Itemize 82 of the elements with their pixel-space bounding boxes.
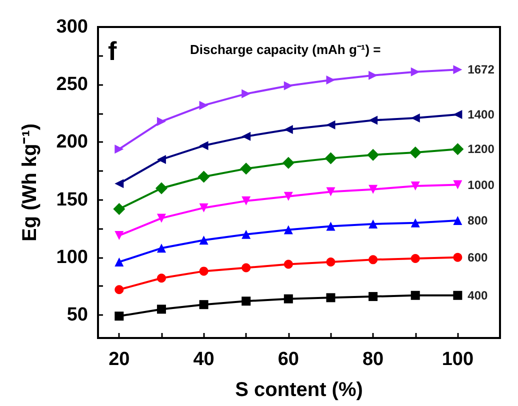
point [198,170,210,183]
x-tick-label: 80 [362,349,384,370]
y-tick-label: 300 [56,16,88,38]
point [368,184,378,194]
point [326,120,336,130]
point [113,202,126,215]
point [453,110,462,120]
point [199,266,208,276]
point [410,290,420,300]
point [367,148,380,161]
y-axis-title: Eg (Wh kg⁻¹) [19,123,41,242]
y-tick-label: 200 [56,132,88,153]
point [453,252,462,262]
point [240,162,252,175]
annotation: f [108,36,117,66]
point [453,65,462,74]
point [114,257,124,266]
point [453,180,462,190]
point [242,89,251,98]
series-label: 1400 [468,108,495,122]
y-tick-label: 150 [56,189,88,210]
point [326,257,336,266]
point [284,81,293,90]
point [410,218,420,228]
point [284,260,293,269]
point [242,196,251,206]
point [242,132,251,141]
series-label: 1200 [468,142,495,156]
point [114,312,124,321]
point [199,141,208,150]
series-label: 600 [468,250,488,264]
point [284,225,293,234]
x-tick-label: 40 [193,349,214,370]
point [368,255,378,264]
series-label: 800 [468,214,488,228]
point [156,154,166,164]
annotation: Discharge capacity (mAh g⁻¹) = [190,42,382,57]
y-tick-label: 250 [56,74,88,96]
y-tick-label: 100 [56,246,88,268]
point [326,222,336,231]
point [114,285,124,294]
x-tick-label: 20 [108,349,130,370]
point [453,290,462,300]
point [199,100,208,110]
point [368,219,378,228]
point [284,192,293,201]
point [324,152,337,164]
point [242,296,251,306]
series-label: 400 [468,288,488,302]
point [284,125,293,134]
point [326,293,336,302]
point [282,156,294,169]
point [410,254,420,264]
series-label: 1000 [468,178,495,192]
point [368,116,378,125]
point [242,230,251,239]
point [114,144,124,154]
x-tick-label: 60 [278,349,299,370]
point [156,274,166,283]
point [199,203,208,212]
point [199,300,208,310]
x-tick-label: 100 [442,349,474,370]
point [409,146,422,159]
point [156,116,166,126]
point [242,263,251,272]
point [199,236,208,245]
point [156,304,166,314]
point [453,216,462,226]
point [410,181,420,190]
y-tick-label: 50 [66,304,88,326]
point [155,182,168,194]
point [368,292,378,302]
point [326,187,336,196]
point [452,143,464,156]
point [326,75,336,84]
x-axis-title: S content (%) [235,379,363,401]
point [284,294,293,304]
point [156,244,166,253]
point [114,179,124,188]
point [156,214,166,223]
series-label: 1672 [468,62,495,77]
point [114,230,124,240]
